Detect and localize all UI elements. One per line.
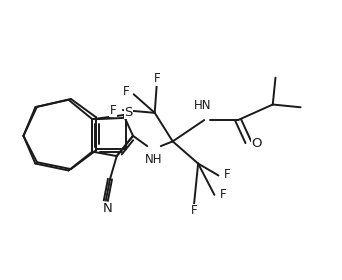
Text: F: F	[191, 204, 197, 217]
Text: F: F	[123, 85, 130, 98]
Text: S: S	[124, 106, 133, 119]
Text: F: F	[110, 104, 117, 116]
Text: F: F	[154, 72, 160, 85]
Text: NH: NH	[145, 153, 162, 166]
Text: F: F	[224, 168, 230, 181]
Text: F: F	[220, 188, 226, 201]
Text: N: N	[103, 202, 113, 215]
Text: O: O	[252, 137, 262, 150]
Text: HN: HN	[194, 99, 211, 112]
